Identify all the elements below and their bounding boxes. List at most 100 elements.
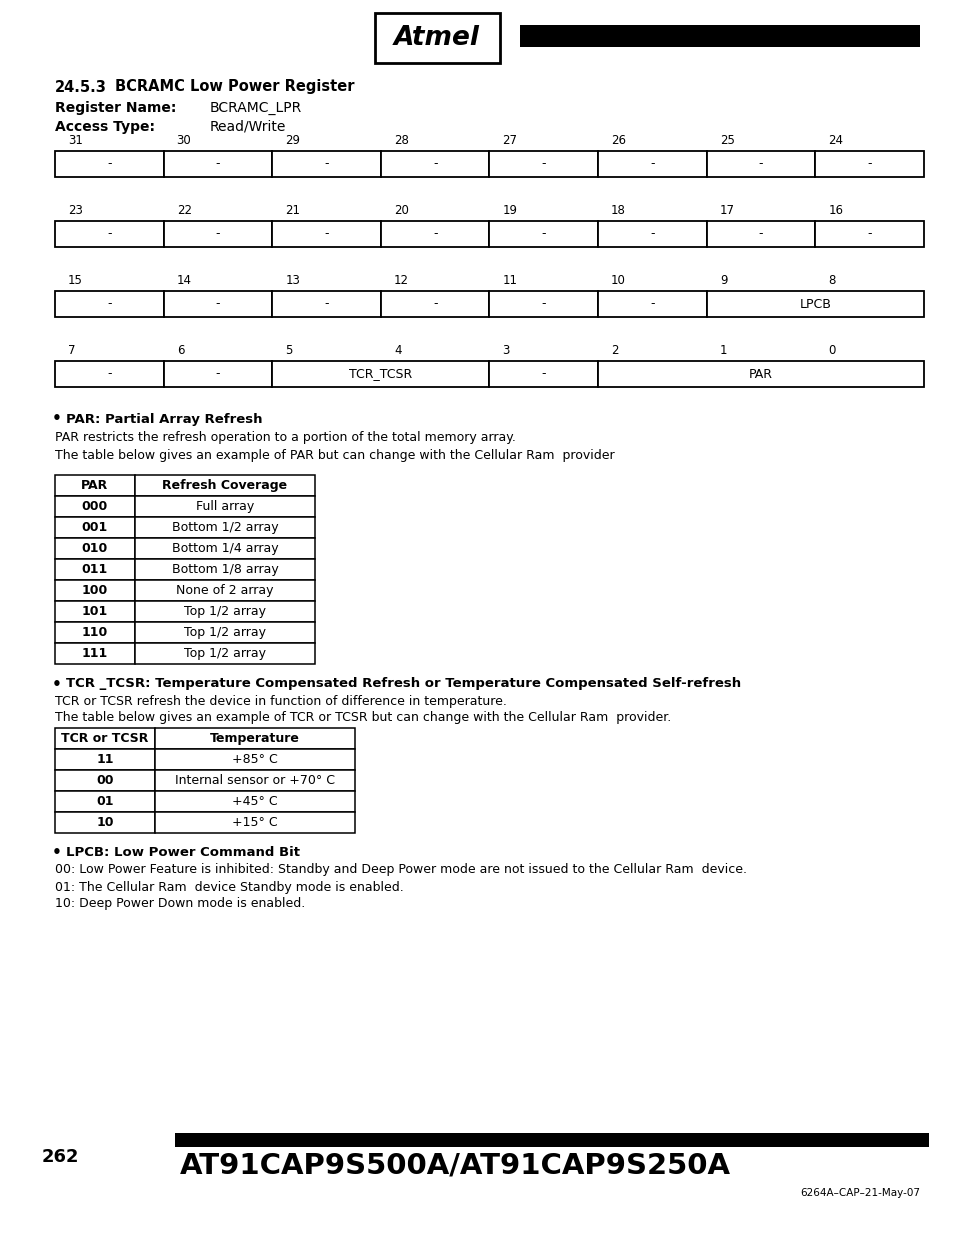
Text: 000: 000 [82, 500, 108, 513]
Bar [55, 517, 135, 538]
Text: -: - [541, 368, 545, 380]
Text: Register Name:: Register Name: [55, 101, 176, 115]
Text: 25: 25 [719, 135, 734, 147]
Text: 30: 30 [176, 135, 192, 147]
Text: 5: 5 [285, 345, 293, 357]
Text: 28: 28 [394, 135, 408, 147]
Text: 18: 18 [611, 204, 625, 217]
Text: 2: 2 [611, 345, 618, 357]
Text: -: - [866, 227, 871, 241]
Text: 9: 9 [719, 274, 726, 287]
Text: Bottom 1/4 array: Bottom 1/4 array [172, 542, 278, 555]
Text: TCR _TCSR: Temperature Compensated Refresh or Temperature Compensated Self-refre: TCR _TCSR: Temperature Compensated Refre… [66, 678, 740, 690]
Text: 21: 21 [285, 204, 300, 217]
Text: TCR or TCSR: TCR or TCSR [61, 732, 149, 745]
Bar [55, 811, 154, 832]
Text: -: - [433, 298, 437, 310]
Bar [815, 151, 923, 177]
Text: 26: 26 [611, 135, 625, 147]
Text: 10: 10 [96, 816, 113, 829]
Bar [598, 151, 706, 177]
Bar [135, 622, 314, 643]
Bar [380, 221, 489, 247]
Text: -: - [324, 298, 329, 310]
Bar [55, 601, 135, 622]
Text: -: - [433, 158, 437, 170]
Text: 110: 110 [82, 626, 108, 638]
Text: -: - [433, 227, 437, 241]
Text: Refresh Coverage: Refresh Coverage [162, 479, 287, 492]
Text: •: • [52, 846, 62, 861]
Bar [272, 361, 489, 387]
Bar [519, 25, 919, 47]
Text: TCR_TCSR: TCR_TCSR [349, 368, 412, 380]
Bar [164, 291, 272, 317]
Text: 11: 11 [502, 274, 517, 287]
Text: Top 1/2 array: Top 1/2 array [184, 647, 266, 659]
Text: 13: 13 [285, 274, 300, 287]
Bar [272, 221, 380, 247]
Text: -: - [650, 298, 654, 310]
Bar [272, 291, 380, 317]
Text: LPCB: LPCB [799, 298, 830, 310]
Text: 262: 262 [42, 1149, 79, 1166]
Text: 101: 101 [82, 605, 108, 618]
Text: 100: 100 [82, 584, 108, 597]
Text: 001: 001 [82, 521, 108, 534]
Text: -: - [107, 158, 112, 170]
Bar [164, 221, 272, 247]
Text: 31: 31 [68, 135, 83, 147]
Text: PAR: Partial Array Refresh: PAR: Partial Array Refresh [66, 412, 262, 426]
Text: 111: 111 [82, 647, 108, 659]
Text: 3: 3 [502, 345, 509, 357]
Bar [135, 517, 314, 538]
Bar [135, 475, 314, 496]
Bar [55, 643, 135, 664]
Text: -: - [215, 158, 220, 170]
Bar [489, 151, 598, 177]
Text: -: - [866, 158, 871, 170]
Text: Full array: Full array [195, 500, 253, 513]
Text: 27: 27 [502, 135, 517, 147]
Bar [55, 475, 135, 496]
Text: -: - [107, 298, 112, 310]
Text: •: • [52, 411, 62, 426]
Text: BCRAMC_LPR: BCRAMC_LPR [210, 101, 302, 115]
Text: 010: 010 [82, 542, 108, 555]
Bar [55, 291, 164, 317]
Bar [706, 151, 815, 177]
Bar [55, 622, 135, 643]
Text: Internal sensor or +70° C: Internal sensor or +70° C [174, 774, 335, 787]
Text: 1: 1 [719, 345, 726, 357]
Bar [55, 769, 154, 790]
Bar [164, 151, 272, 177]
Text: 19: 19 [502, 204, 517, 217]
Text: Top 1/2 array: Top 1/2 array [184, 605, 266, 618]
Text: 14: 14 [176, 274, 192, 287]
Bar [154, 790, 355, 811]
Text: -: - [215, 298, 220, 310]
Text: None of 2 array: None of 2 array [176, 584, 274, 597]
Bar [135, 559, 314, 580]
Text: 17: 17 [719, 204, 734, 217]
Bar [55, 496, 135, 517]
Text: 11: 11 [96, 753, 113, 766]
Text: +45° C: +45° C [232, 795, 277, 808]
Text: -: - [541, 227, 545, 241]
Bar [55, 727, 154, 748]
Bar [55, 221, 164, 247]
Text: -: - [107, 227, 112, 241]
Bar [706, 221, 815, 247]
Bar [598, 221, 706, 247]
Bar [135, 601, 314, 622]
Text: +85° C: +85° C [232, 753, 277, 766]
Text: -: - [650, 158, 654, 170]
Text: 12: 12 [394, 274, 409, 287]
Text: The table below gives an example of PAR but can change with the Cellular Ram  pr: The table below gives an example of PAR … [55, 448, 614, 462]
Text: BCRAMC Low Power Register: BCRAMC Low Power Register [115, 79, 355, 95]
Text: •: • [52, 677, 62, 692]
Text: 4: 4 [394, 345, 401, 357]
Text: 10: Deep Power Down mode is enabled.: 10: Deep Power Down mode is enabled. [55, 898, 305, 910]
Text: -: - [650, 227, 654, 241]
Text: 00: Low Power Feature is inhibited: Standby and Deep Power mode are not issued t: 00: Low Power Feature is inhibited: Stan… [55, 863, 746, 877]
